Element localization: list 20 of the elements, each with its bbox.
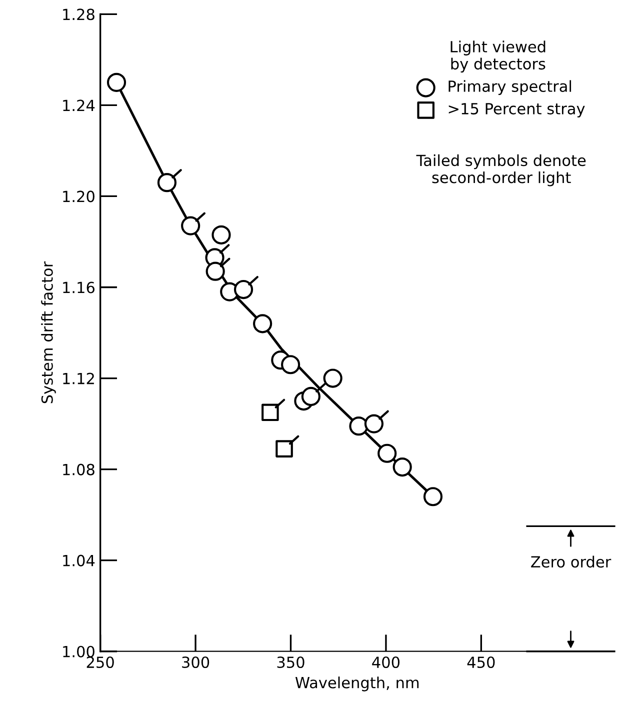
y-axis-title: System drift factor [41,261,56,404]
legend-title: Light viewed by detectors [450,40,546,73]
y-tick-label: 1.24 [63,100,95,111]
x-tick-label: 300 [182,656,210,668]
y-tick-label: 1.12 [63,372,94,384]
y-tick-label: 1.08 [63,464,94,476]
x-axis-title: Wavelength, nm [295,676,419,692]
x-tick-label: 250 [86,656,114,668]
y-tick-label: 1.16 [63,282,94,294]
y-tick-label: 1.00 [63,646,94,658]
y-tick-label: 1.04 [63,554,95,566]
x-tick-label: 450 [467,656,495,668]
legend-label: >15 Percent stray [448,103,585,118]
x-tick-label: 400 [372,656,400,668]
legend-label: Primary spectral [448,80,572,95]
annotation: Tailed symbols denote second-order light [416,154,586,186]
y-tick-label: 1.28 [63,8,94,20]
ref-line-label: Zero order [531,556,612,568]
y-tick-label: 1.20 [63,190,94,202]
x-tick-label: 350 [277,656,304,668]
